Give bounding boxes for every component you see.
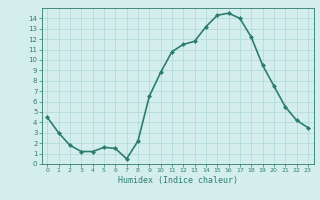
- X-axis label: Humidex (Indice chaleur): Humidex (Indice chaleur): [118, 176, 237, 185]
